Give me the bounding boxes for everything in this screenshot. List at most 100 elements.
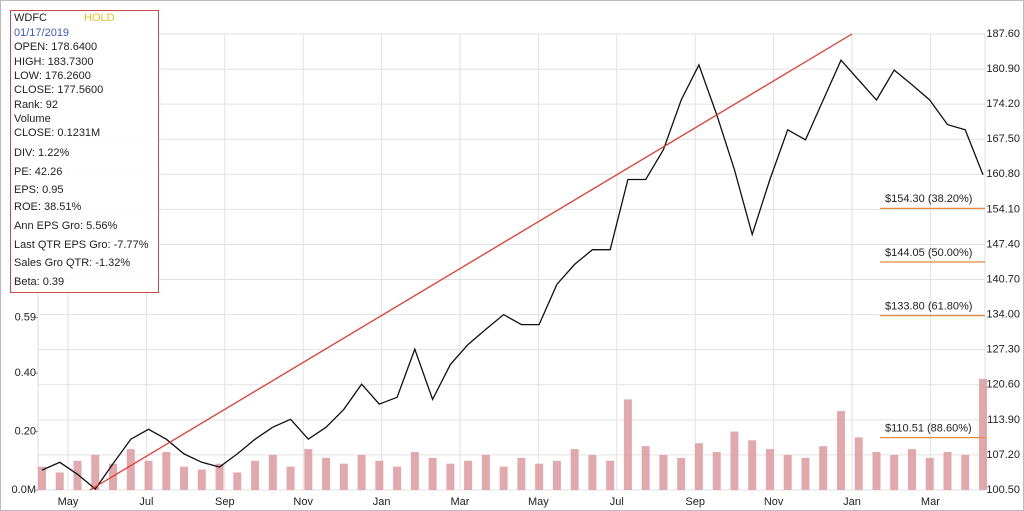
volume-bar: [570, 449, 579, 490]
symbol: WDFC: [14, 12, 47, 24]
y2-tick-label: 0.20: [15, 425, 36, 437]
volume-bar: [588, 454, 597, 490]
info-line: EPS: 0.95: [14, 184, 64, 196]
volume-bar: [233, 472, 242, 490]
volume-bar: [552, 460, 561, 490]
y-tick-label: 160.80: [986, 168, 1020, 180]
volume-bar: [819, 446, 828, 490]
y2-tick-label: 0.40: [15, 367, 36, 379]
volume-bar: [55, 472, 64, 490]
volume-bar: [339, 463, 348, 490]
volume-bar: [535, 463, 544, 490]
info-line: DIV: 1.22%: [14, 147, 69, 159]
volume-bar: [38, 466, 46, 490]
volume-bar: [712, 452, 721, 490]
x-tick-label: Mar: [451, 496, 470, 508]
x-tick-label: Nov: [293, 496, 313, 508]
x-tick-label: Nov: [764, 496, 784, 508]
y-tick-label: 187.60: [986, 28, 1020, 40]
volume-bar: [268, 454, 277, 490]
x-tick-label: Jan: [843, 496, 861, 508]
info-line: HIGH: 183.7300: [14, 56, 94, 68]
y-tick-label: 107.20: [986, 449, 1020, 461]
y-tick-label: 167.50: [986, 133, 1020, 145]
volume-bar: [180, 466, 189, 490]
x-tick-label: Jul: [610, 496, 624, 508]
x-tick-label: Mar: [921, 496, 940, 508]
volume-bar: [410, 452, 419, 490]
x-tick-label: Jan: [373, 496, 391, 508]
volume-bar: [446, 463, 455, 490]
x-tick-label: May: [528, 496, 549, 508]
volume-bar: [428, 457, 437, 490]
info-line: Rank: 92: [14, 99, 58, 111]
y-tick-label: 140.70: [986, 273, 1020, 285]
volume-bar: [215, 463, 224, 490]
volume-bar: [162, 452, 171, 490]
y-tick-label: 134.00: [986, 309, 1020, 321]
info-line: ROE: 38.51%: [14, 201, 81, 213]
volume-bar: [251, 460, 260, 490]
y-tick-label: 174.20: [986, 98, 1020, 110]
volume-bar: [322, 457, 331, 490]
volume-bar: [783, 454, 792, 490]
fib-label: $110.51 (88.60%): [885, 423, 972, 435]
volume-bar: [357, 454, 366, 490]
fib-label: $154.30 (38.20%): [885, 193, 972, 205]
volume-bar: [375, 460, 384, 490]
volume-bar: [872, 452, 881, 490]
info-box: [10, 10, 159, 293]
info-line: Volume: [14, 113, 51, 125]
y-tick-label: 180.90: [986, 63, 1020, 75]
volume-bar: [144, 460, 153, 490]
volume-bar: [499, 466, 508, 490]
volume-bar: [765, 449, 774, 490]
volume-bar: [304, 449, 313, 490]
trend-line: [89, 33, 853, 491]
info-line: CLOSE: 0.1231M: [14, 127, 100, 139]
volume-bar: [961, 454, 970, 490]
info-line: Last QTR EPS Gro: -7.77%: [14, 239, 149, 251]
rating: HOLD: [84, 12, 115, 24]
volume-bar: [943, 452, 952, 490]
volume-bar: [801, 457, 810, 490]
volume-bar: [748, 440, 757, 490]
volume-bar: [979, 378, 987, 490]
y2-tick-label: 0.59: [15, 311, 36, 323]
volume-bar: [836, 411, 845, 490]
info-line: CLOSE: 177.5600: [14, 84, 103, 96]
volume-bar: [659, 454, 668, 490]
x-tick-label: Jul: [139, 496, 153, 508]
volume-bar: [197, 469, 206, 490]
info-line: LOW: 176.2600: [14, 70, 91, 82]
y-tick-label: 147.40: [986, 238, 1020, 250]
fib-label: $133.80 (61.80%): [885, 301, 972, 313]
y-tick-label: 154.10: [986, 203, 1020, 215]
volume-bar: [641, 446, 650, 490]
y-tick-label: 113.90: [987, 414, 1020, 426]
volume-bar: [854, 437, 863, 490]
volume-bar: [464, 460, 473, 490]
volume-bar: [907, 449, 916, 490]
price-line: [41, 59, 984, 490]
volume-bar: [925, 457, 934, 490]
volume-bar: [606, 460, 615, 490]
volume-bar: [890, 454, 899, 490]
volume-bar: [730, 431, 739, 490]
x-tick-label: Sep: [215, 496, 235, 508]
info-line: PE: 42.26: [14, 166, 62, 178]
info-line: Ann EPS Gro: 5.56%: [14, 220, 118, 232]
info-line: Beta: 0.39: [14, 276, 64, 288]
date: 01/17/2019: [14, 27, 69, 39]
y-tick-label: 120.60: [986, 379, 1020, 391]
volume-bar: [286, 466, 295, 490]
volume-bar: [481, 454, 490, 490]
x-tick-label: Sep: [685, 496, 705, 508]
volume-bar: [517, 457, 526, 490]
y-tick-label: 100.50: [986, 484, 1020, 496]
volume-bar: [623, 399, 632, 490]
x-tick-label: May: [58, 496, 79, 508]
